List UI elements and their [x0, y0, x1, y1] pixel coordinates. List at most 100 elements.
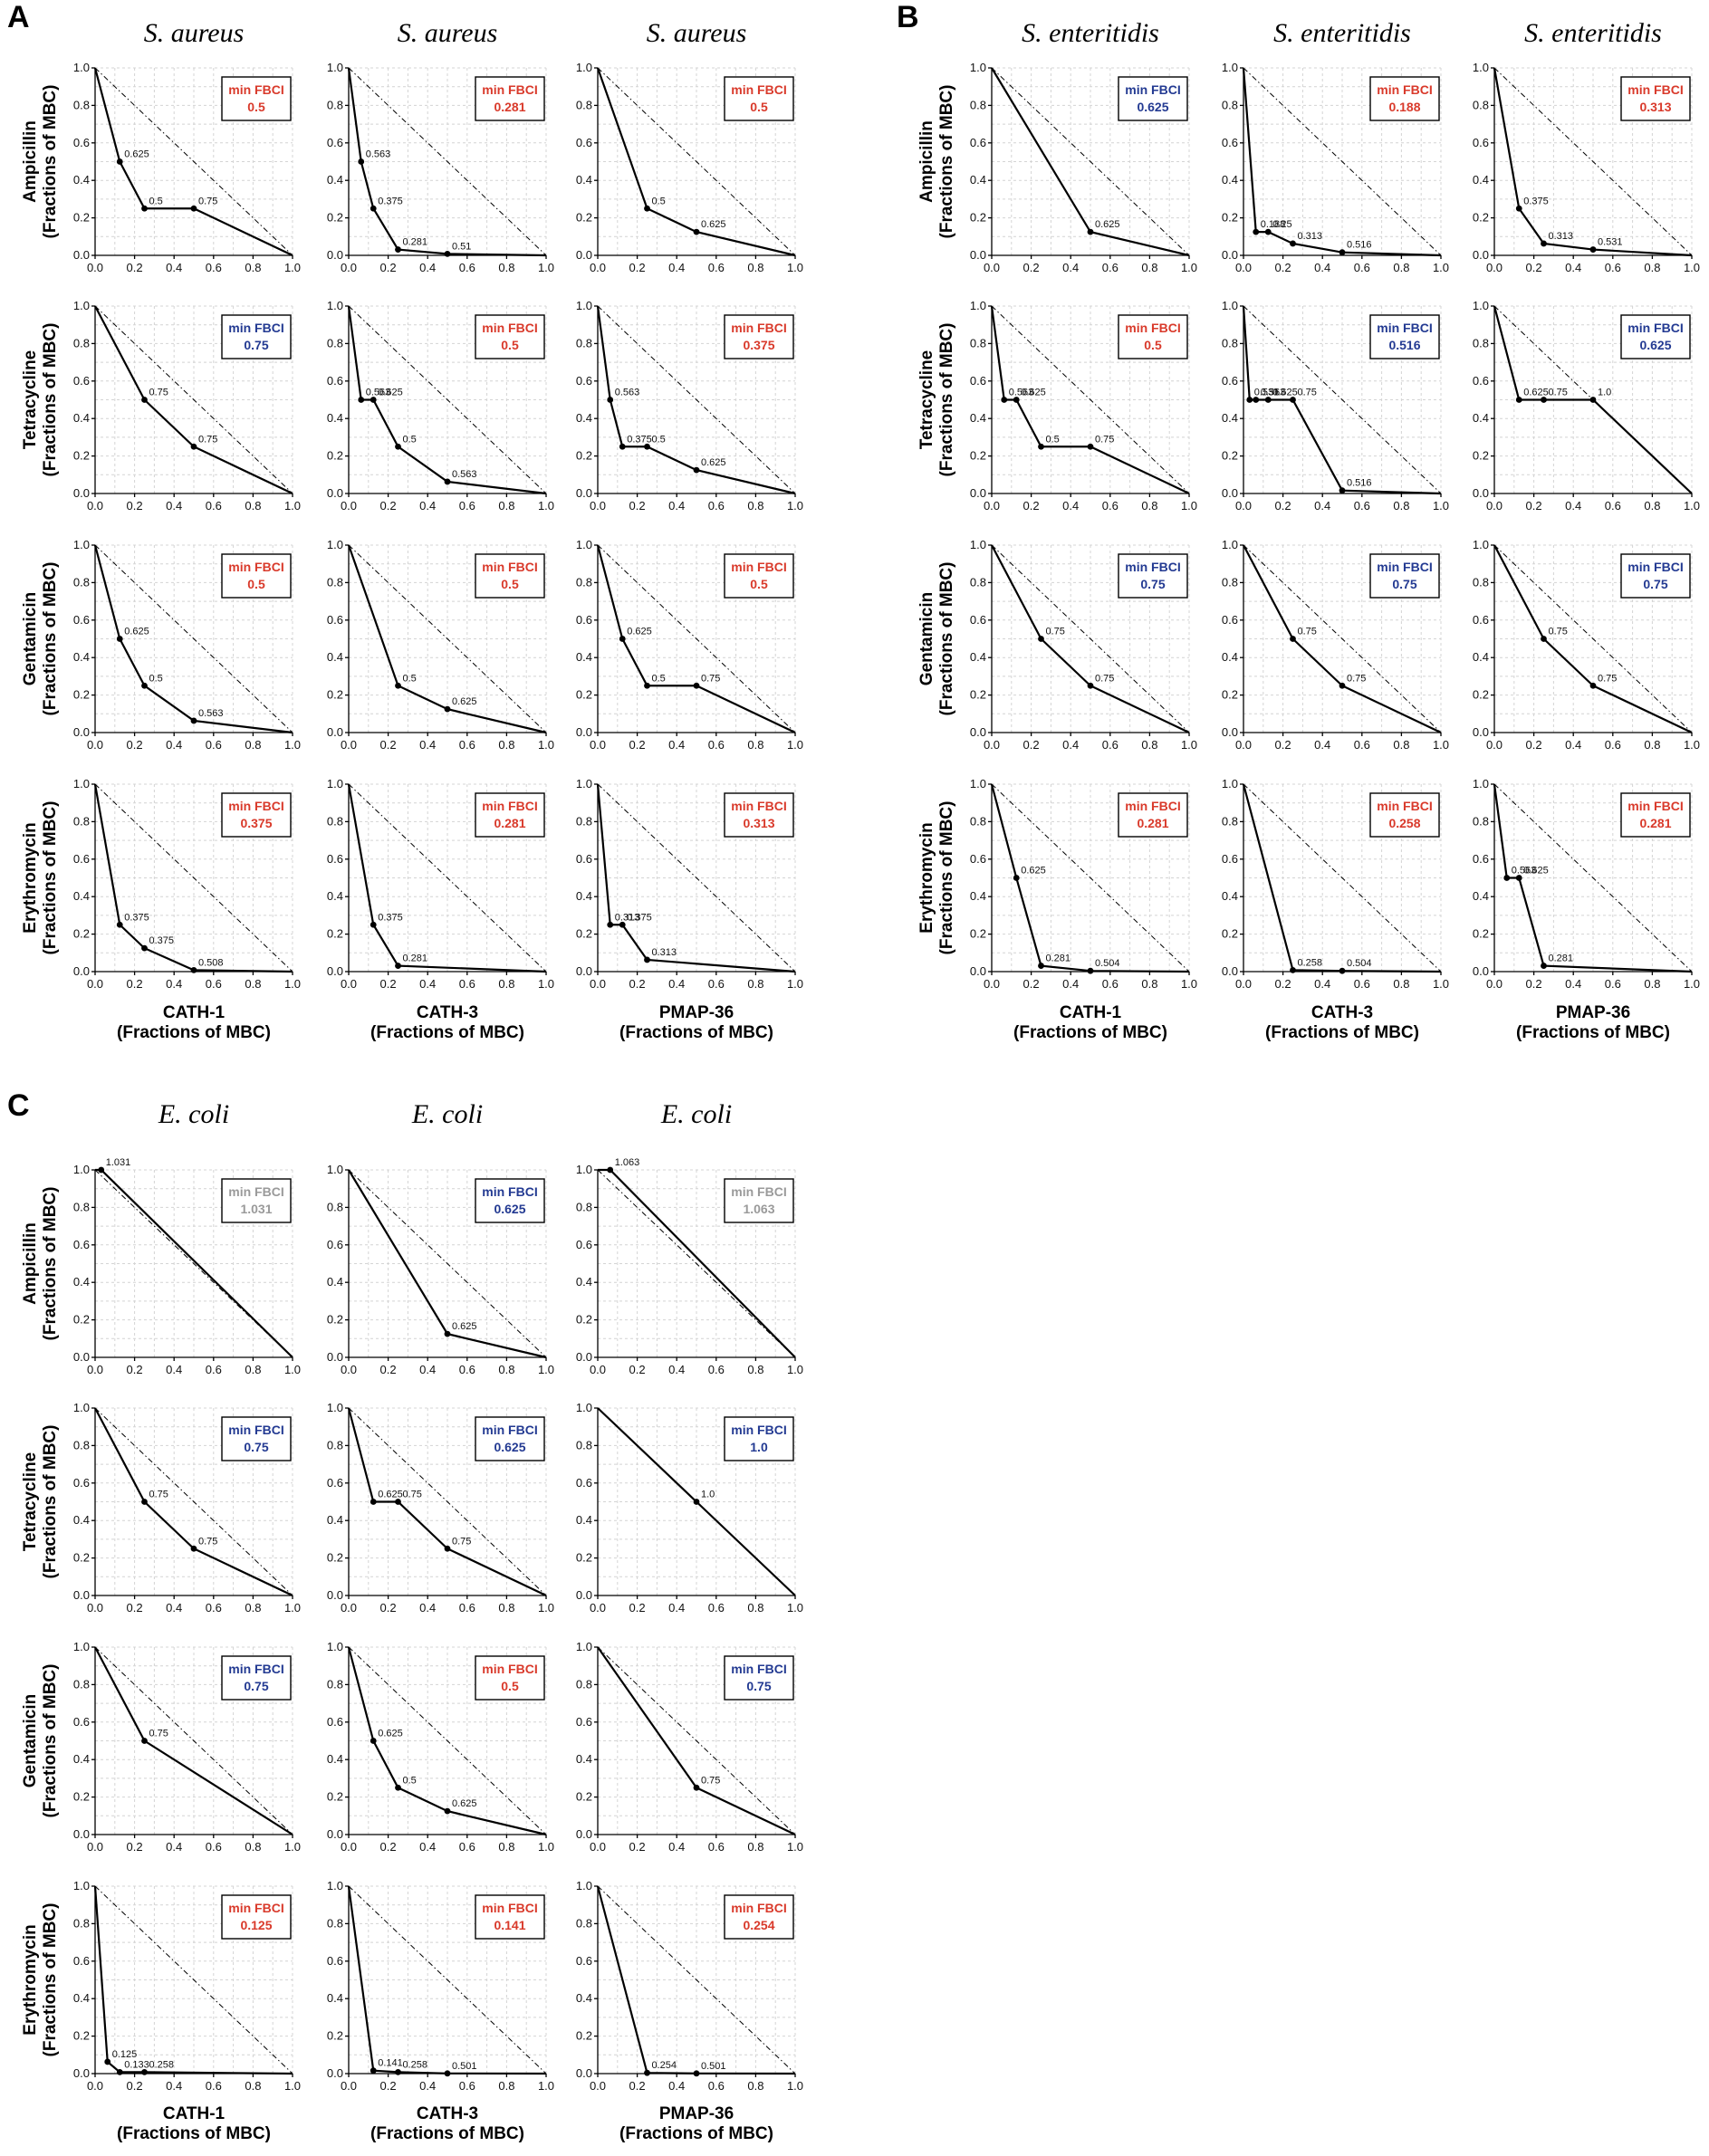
fbci-point-label: 0.125: [112, 2049, 138, 2060]
min-fbci-title: min FBCI: [228, 1184, 283, 1199]
x-tick-label: 0.6: [708, 738, 725, 752]
y-tick-label: 0.0: [1222, 964, 1238, 978]
y-tick-label: 0.2: [327, 688, 343, 702]
y-tick-label: 0.2: [1222, 688, 1238, 702]
isobologram-plot: 0.00.0 0.2 0.2 0.4 0.4 0.6 0.6 0.8 0.8 1.0 1.0 0.62…: [970, 777, 1197, 991]
x-tick-label: 1.0: [284, 2079, 301, 2093]
y-tick-label: 0.0: [970, 725, 986, 739]
data-point: [1264, 228, 1272, 235]
data-point: [644, 2069, 650, 2076]
x-tick-label: 1.0: [1684, 499, 1700, 513]
min-fbci-frame: [475, 553, 545, 599]
y-tick-label: 0.2: [73, 927, 90, 941]
y-tick-label: 1.0: [327, 538, 343, 551]
min-fbci-box: min FBCI 0.313: [724, 792, 794, 838]
fbci-point-label: 0.625: [452, 1798, 477, 1809]
min-fbci-value: 0.313: [1639, 100, 1671, 114]
y-tick-label: 0.2: [327, 927, 343, 941]
x-tick-label: 0.6: [1605, 499, 1621, 513]
data-point: [644, 443, 650, 450]
y-tick-label: 0.8: [327, 1200, 343, 1213]
min-fbci-title: min FBCI: [482, 560, 537, 574]
additivity-line: [348, 1407, 547, 1596]
y-tick-label: 0.0: [1473, 248, 1489, 262]
data-point: [644, 956, 650, 963]
y-tick-label: 0.2: [576, 688, 592, 702]
x-axis-label-peptide: PMAP-36: [659, 1003, 734, 1022]
data-point: [607, 921, 614, 928]
x-tick-label: 0.6: [1605, 261, 1621, 274]
y-tick-label: 0.0: [327, 2066, 343, 2080]
y-axis-label-units: (Fractions of MBC): [41, 1903, 60, 2057]
isobologram-plot: 0.00.0 0.2 0.2 0.4 0.4 0.6 0.6 0.8 0.8 1.0 1.0 0.75…: [576, 1640, 803, 1854]
fbci-point-label: 0.625: [627, 627, 652, 637]
x-tick-label: 0.8: [747, 261, 763, 274]
additivity-line: [348, 544, 547, 733]
min-fbci-frame: [221, 1894, 292, 1940]
data-point: [141, 1499, 148, 1505]
min-fbci-frame: [475, 792, 545, 838]
isobologram-plot: 0.00.00.20.20.40.40.60.60.80.81.01.01.0m…: [576, 1401, 803, 1615]
fbci-point-label: 0.625: [452, 696, 477, 707]
data-point: [370, 205, 377, 212]
y-axis-label: Gentamicin (Fractions of MBC): [21, 562, 60, 716]
y-tick-label: 0.8: [970, 336, 986, 350]
y-tick-label: 0.2: [970, 927, 986, 941]
fbci-point-label: 0.563: [1261, 388, 1286, 398]
y-tick-label: 0.6: [327, 1238, 343, 1251]
x-axis-label-units: (Fractions of MBC): [370, 2124, 524, 2143]
y-tick-label: 0.4: [1473, 411, 1489, 425]
x-tick-label: 0.6: [459, 738, 475, 752]
y-tick-label: 0.4: [327, 1275, 343, 1289]
x-tick-label: 0.4: [1062, 738, 1079, 752]
x-tick-label: 0.6: [206, 977, 222, 991]
fbci-point-label: 0.281: [1549, 953, 1574, 964]
x-tick-label: 0.8: [498, 1363, 514, 1376]
min-fbci-box: min FBCI 0.75: [221, 1655, 292, 1701]
y-tick-label: 0.6: [576, 613, 592, 627]
x-tick-label: 1.0: [1181, 738, 1197, 752]
y-tick-label: 0.6: [73, 374, 90, 388]
fbci-point-label: 0.563: [452, 469, 477, 480]
x-tick-label: 1.0: [787, 977, 803, 991]
y-tick-label: 0.8: [576, 1916, 592, 1930]
panel-letter: A: [7, 0, 30, 34]
x-tick-label: 0.4: [668, 261, 685, 274]
isobologram-plot: 0.00.0 0.2 0.2 0.4 0.4 0.6 0.6 0.8 0.8 1.0 1.0 0.56…: [1473, 777, 1700, 991]
additivity-line: [991, 783, 1190, 973]
min-fbci-value: 0.254: [743, 1918, 774, 1932]
additivity-line: [1243, 305, 1442, 494]
additivity-line: [1243, 67, 1442, 256]
data-point: [619, 443, 626, 450]
min-fbci-frame: [221, 314, 292, 359]
y-tick-label: 0.6: [73, 852, 90, 866]
y-tick-label: 0.4: [576, 1275, 592, 1289]
fbci-point-label: 0.625: [124, 627, 149, 637]
y-tick-label: 0.4: [327, 1991, 343, 2005]
y-axis-label-units: (Fractions of MBC): [937, 85, 956, 239]
min-fbci-frame: [1118, 553, 1188, 599]
x-tick-label: 1.0: [787, 1601, 803, 1615]
min-fbci-title: min FBCI: [731, 560, 786, 574]
fbci-point-label: 0.5: [652, 196, 666, 206]
y-tick-label: 1.0: [327, 1163, 343, 1176]
data-point: [1589, 246, 1597, 253]
y-tick-label: 0.6: [576, 1238, 592, 1251]
x-tick-label: 0.8: [245, 977, 261, 991]
y-tick-label: 0.0: [1473, 964, 1489, 978]
x-tick-label: 0.4: [1062, 977, 1079, 991]
x-tick-label: 0.4: [419, 261, 436, 274]
x-axis-label-units: (Fractions of MBC): [1516, 1023, 1670, 1042]
x-tick-label: 0.2: [127, 1840, 143, 1854]
x-tick-label: 1.0: [284, 499, 301, 513]
min-fbci-value: 0.75: [1392, 577, 1416, 591]
x-tick-label: 0.2: [380, 261, 397, 274]
y-tick-label: 0.2: [576, 2029, 592, 2043]
y-tick-label: 0.0: [576, 1350, 592, 1364]
y-tick-label: 0.8: [1222, 98, 1238, 111]
data-point: [190, 717, 197, 724]
data-point: [1253, 228, 1260, 235]
data-point: [644, 682, 650, 689]
x-tick-label: 0.6: [1102, 738, 1119, 752]
